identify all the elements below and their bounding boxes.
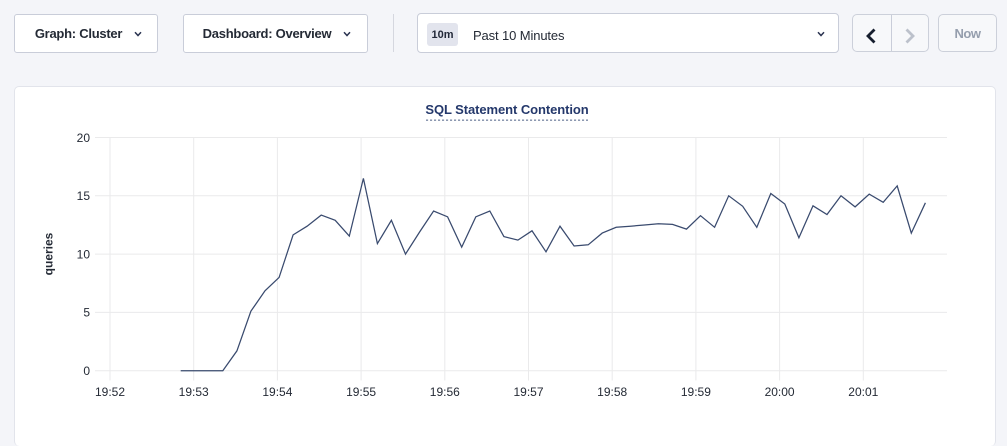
svg-text:19:57: 19:57 xyxy=(513,385,543,399)
svg-text:0: 0 xyxy=(83,364,90,378)
svg-text:queries: queries xyxy=(42,232,56,275)
svg-text:19:55: 19:55 xyxy=(346,385,376,399)
svg-text:5: 5 xyxy=(83,306,90,320)
svg-text:20:00: 20:00 xyxy=(765,385,795,399)
svg-text:19:56: 19:56 xyxy=(430,385,460,399)
svg-text:19:54: 19:54 xyxy=(262,385,292,399)
svg-text:20:01: 20:01 xyxy=(848,385,878,399)
svg-text:20: 20 xyxy=(77,131,91,145)
svg-text:19:59: 19:59 xyxy=(681,385,711,399)
svg-text:19:58: 19:58 xyxy=(597,385,627,399)
svg-text:19:52: 19:52 xyxy=(95,385,125,399)
svg-text:10: 10 xyxy=(77,247,91,261)
svg-text:15: 15 xyxy=(77,189,91,203)
svg-text:19:53: 19:53 xyxy=(179,385,209,399)
